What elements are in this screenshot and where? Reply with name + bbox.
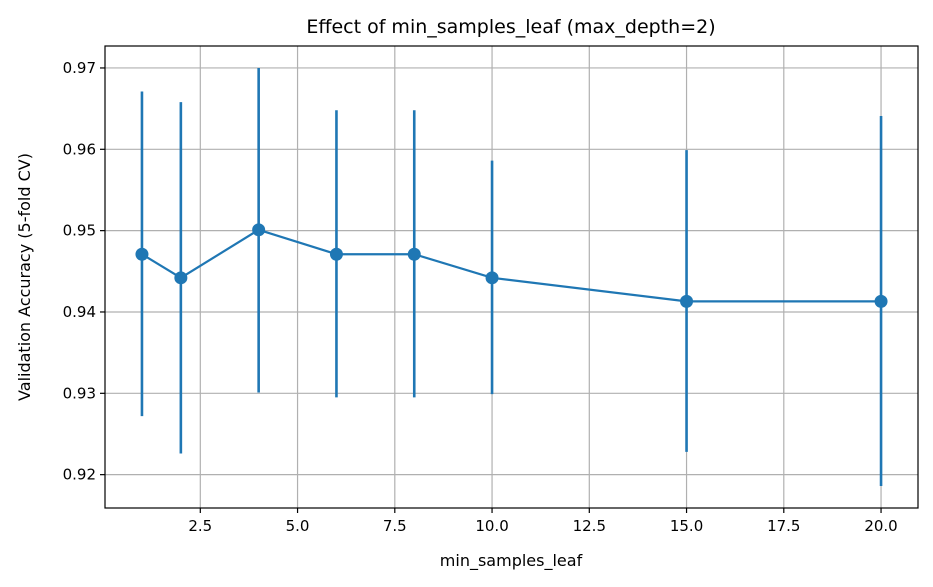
data-point (329, 247, 343, 261)
series-line (141, 228, 882, 303)
data-point (174, 271, 188, 285)
x-tick-label: 12.5 (573, 517, 606, 535)
x-tick-label: 5.0 (286, 517, 310, 535)
data-point (407, 247, 421, 261)
x-tick-label: 17.5 (767, 517, 800, 535)
x-axis-title: min_samples_leaf (440, 551, 583, 571)
y-tick-label: 0.93 (63, 384, 96, 402)
y-tick-label: 0.92 (63, 466, 96, 484)
y-tick-label: 0.95 (63, 222, 96, 240)
grid (105, 46, 918, 508)
chart-title: Effect of min_samples_leaf (max_depth=2) (306, 16, 715, 38)
data-point (874, 294, 888, 308)
y-tick-label: 0.97 (63, 59, 96, 77)
plot-frame (104, 45, 919, 509)
data-point (252, 223, 266, 237)
x-tick-label: 7.5 (383, 517, 407, 535)
series-polyline (141, 228, 882, 303)
y-axis-title: Validation Accuracy (5-fold CV) (15, 153, 34, 401)
x-tick-label: 2.5 (188, 517, 212, 535)
x-axis: 2.5 5.0 7.5 10.0 12.5 15.0 17.5 20.0 (188, 508, 898, 535)
x-tick-label: 10.0 (475, 517, 508, 535)
y-axis: 0.92 0.93 0.94 0.95 0.96 0.97 (63, 59, 105, 484)
x-tick-label: 15.0 (670, 517, 703, 535)
data-point (680, 294, 694, 308)
data-point (485, 271, 499, 285)
data-point (135, 247, 149, 261)
y-tick-label: 0.94 (63, 303, 96, 321)
data-points (135, 223, 888, 308)
x-tick-label: 20.0 (864, 517, 897, 535)
error-bars (140, 67, 883, 487)
y-tick-label: 0.96 (63, 140, 96, 158)
